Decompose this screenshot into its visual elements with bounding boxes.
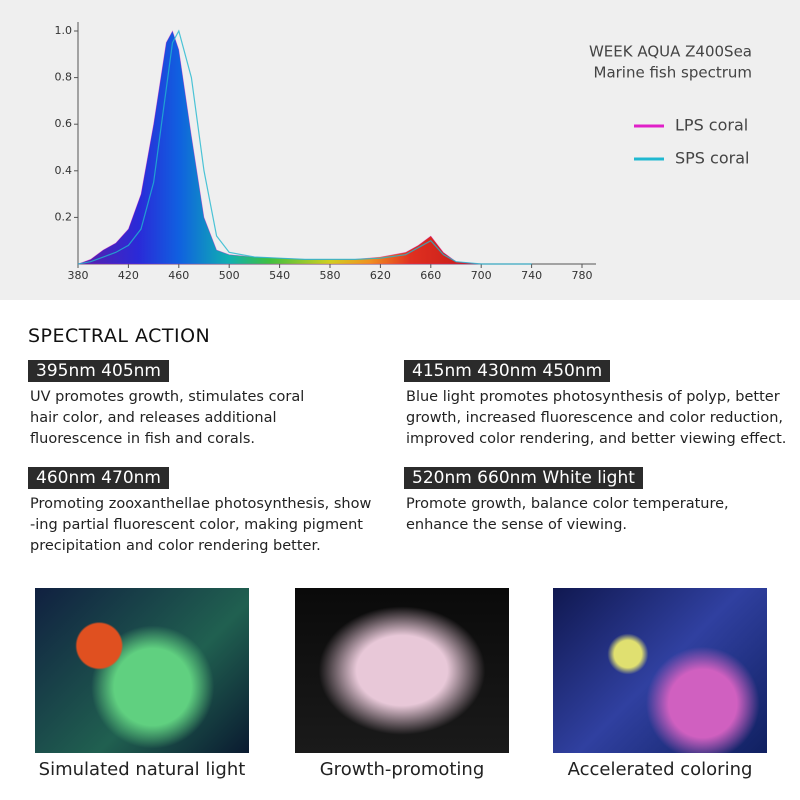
wavelength-tag: 520nm 660nm White light <box>404 467 643 489</box>
x-tick-label: 700 <box>471 269 492 282</box>
y-tick-label: 0.8 <box>55 71 73 84</box>
x-tick-label: 380 <box>68 269 89 282</box>
description-line: Promote growth, balance color temperatur… <box>406 496 729 512</box>
legend-label: SPS coral <box>675 149 749 168</box>
description-line: precipitation and color rendering better… <box>30 538 321 554</box>
y-tick-label: 0.6 <box>55 117 73 130</box>
photo-caption: Accelerated coloring <box>567 759 753 780</box>
chart-title: WEEK AQUA Z400Sea <box>589 43 752 61</box>
x-tick-label: 660 <box>420 269 441 282</box>
photo <box>553 588 767 753</box>
chart-subtitle: Marine fish spectrum <box>594 64 753 82</box>
description-line: enhance the sense of viewing. <box>406 517 628 533</box>
x-tick-label: 460 <box>168 269 189 282</box>
description-line: Blue light promotes photosynthesis of po… <box>406 389 780 405</box>
wavelength-tag: 395nm 405nm <box>28 360 169 382</box>
photo-caption: Growth-promoting <box>319 759 485 780</box>
x-tick-label: 580 <box>320 269 341 282</box>
photo-caption: Simulated natural light <box>38 759 246 780</box>
y-tick-label: 1.0 <box>55 24 73 37</box>
description-line: growth, increased fluorescence and color… <box>406 410 784 426</box>
photo <box>35 588 249 753</box>
description-line: UV promotes growth, stimulates coral <box>30 389 305 405</box>
y-tick-label: 0.2 <box>55 210 73 223</box>
x-tick-label: 420 <box>118 269 139 282</box>
x-tick-label: 780 <box>572 269 593 282</box>
chart: WEEK AQUA Z400Sea Marine fish spectrum 0… <box>55 22 753 282</box>
x-tick-label: 540 <box>269 269 290 282</box>
description-line: -ing partial fluorescent color, making p… <box>30 517 363 533</box>
x-tick-label: 740 <box>521 269 542 282</box>
x-tick-label: 620 <box>370 269 391 282</box>
section-heading: SPECTRAL ACTION <box>28 325 211 347</box>
series-line <box>77 29 532 265</box>
description-line: Promoting zooxanthellae photosynthesis, … <box>30 496 372 512</box>
wavelength-tag: 415nm 430nm 450nm <box>404 360 611 382</box>
description-line: improved color rendering, and better vie… <box>406 431 787 447</box>
x-tick-label: 500 <box>219 269 240 282</box>
spectrum-area <box>77 30 532 265</box>
wavelength-tag: 460nm 470nm <box>28 467 169 489</box>
y-tick-label: 0.4 <box>55 164 73 177</box>
photo <box>295 588 509 753</box>
description-line: hair color, and releases additional <box>30 410 277 426</box>
description-line: fluorescence in fish and corals. <box>30 431 255 447</box>
legend-label: LPS coral <box>675 116 748 135</box>
